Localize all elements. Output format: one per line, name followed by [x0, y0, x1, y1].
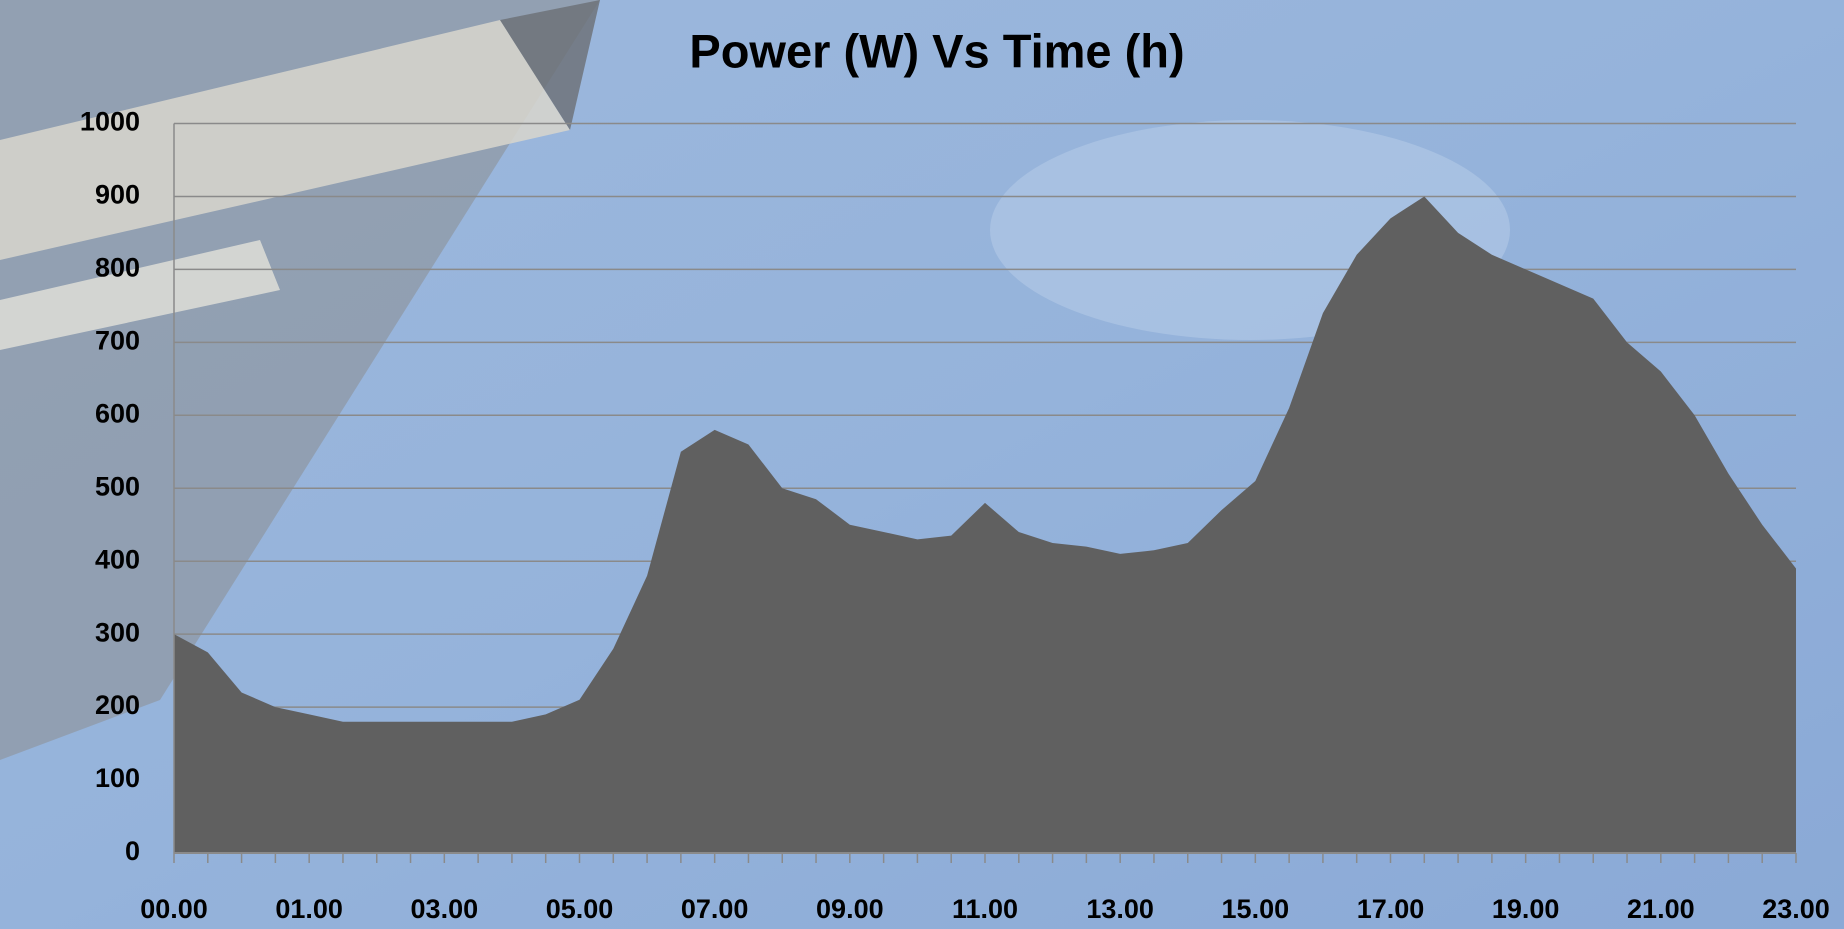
y-tick-label: 200 — [95, 690, 140, 720]
y-tick-label: 600 — [95, 398, 140, 428]
x-tick-label: 23.00 — [1762, 894, 1830, 924]
y-tick-label: 800 — [95, 253, 140, 283]
chart: Power (W) Vs Time (h) 0 100 200 300 400 500 60… — [0, 0, 1844, 929]
y-tick-label: 400 — [95, 544, 140, 574]
x-tick-label: 17.00 — [1357, 894, 1425, 924]
x-tick-label: 15.00 — [1222, 894, 1290, 924]
y-tick-label: 0 — [125, 836, 140, 866]
x-tick-label: 09.00 — [816, 894, 884, 924]
y-tick-label: 100 — [95, 763, 140, 793]
y-tick-label: 1000 — [80, 107, 140, 137]
x-tick-label: 00.00 — [140, 894, 208, 924]
chart-title: Power (W) Vs Time (h) — [689, 24, 1184, 77]
x-tick-label: 03.00 — [411, 894, 479, 924]
y-tick-label: 500 — [95, 471, 140, 501]
y-tick-label: 900 — [95, 180, 140, 210]
x-tick-label: 11.00 — [952, 894, 1018, 924]
y-tick-label: 300 — [95, 617, 140, 647]
x-tick-label: 19.00 — [1492, 894, 1560, 924]
x-tick-label: 07.00 — [681, 894, 749, 924]
y-tick-label: 700 — [95, 325, 140, 355]
x-tick-label: 05.00 — [546, 894, 614, 924]
x-tick-label: 21.00 — [1627, 894, 1695, 924]
x-tick-label: 01.00 — [275, 894, 343, 924]
x-tick-label: 13.00 — [1086, 894, 1154, 924]
